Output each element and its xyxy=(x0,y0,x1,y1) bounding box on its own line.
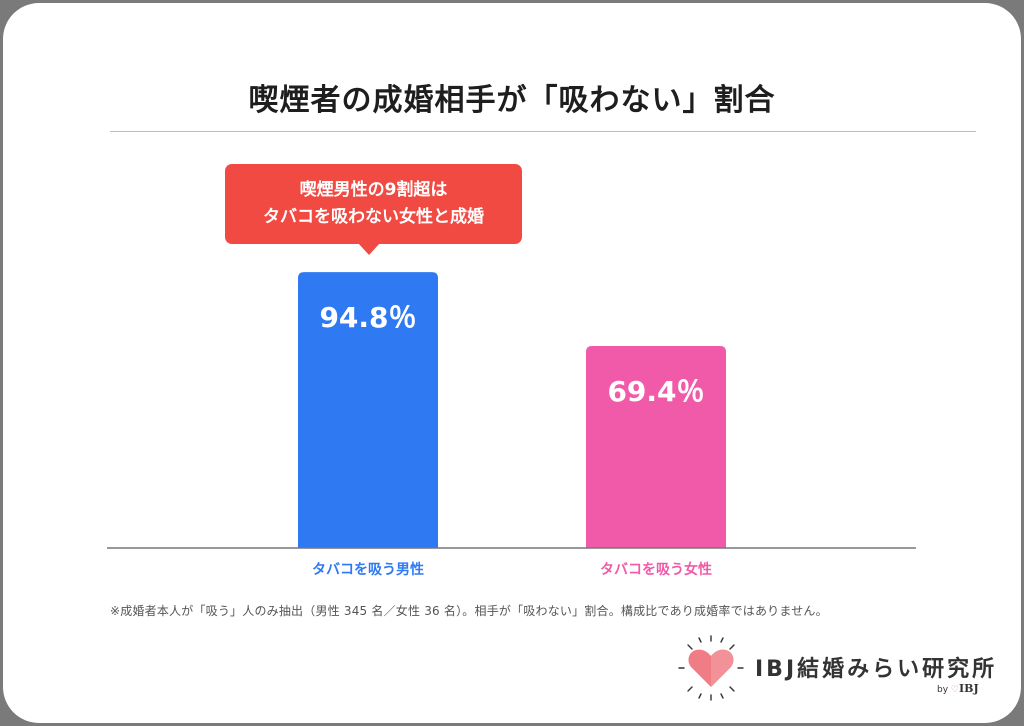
logo-by-brand: IBJ xyxy=(959,682,979,695)
data-label-0: 94.8％ xyxy=(319,301,416,334)
x-tick-label-1: タバコを吸う女性 xyxy=(600,561,712,578)
logo-by-prefix: by xyxy=(937,685,949,695)
data-label-1: 69.4％ xyxy=(607,375,704,408)
x-tick-label-0: タバコを吸う男性 xyxy=(312,561,424,578)
callout-box: 喫煙男性の9割超は タバコを吸わない女性と成婚 xyxy=(225,164,522,244)
callout-line-1: 喫煙男性の9割超は xyxy=(299,180,448,200)
bar-0 xyxy=(298,272,438,548)
bar-1 xyxy=(586,346,726,548)
brand-logo: IBJ結婚みらい研究所 by ♡IBJ xyxy=(675,633,995,703)
logo-byline: by ♡IBJ xyxy=(937,682,979,695)
callout-line-2: タバコを吸わない女性と成婚 xyxy=(263,207,484,227)
callout-pointer xyxy=(358,243,380,255)
logo-text: IBJ結婚みらい研究所 xyxy=(755,657,998,682)
title-divider xyxy=(110,131,976,132)
bar-chart: 94.8％ タバコを吸う男性 69.4％ タバコを吸う女性 xyxy=(107,272,916,578)
footnote: ※成婚者本人が「吸う」人のみ抽出（男性 345 名／女性 36 名）。相手が「吸… xyxy=(110,604,828,618)
chart-title: 喫煙者の成婚相手が「吸わない」割合 xyxy=(248,83,776,118)
heart-icon xyxy=(678,635,744,701)
chart-card: 喫煙者の成婚相手が「吸わない」割合 94.8％ タバコを吸う男性 69.4％ タバコを… xyxy=(3,3,1021,723)
